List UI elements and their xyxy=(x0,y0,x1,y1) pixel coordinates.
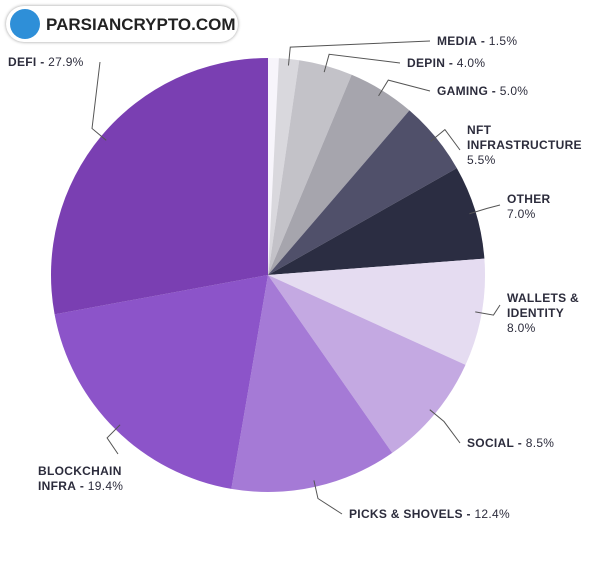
category-label: NFT INFRASTRUCTURE xyxy=(467,123,582,152)
category-label: SOCIAL xyxy=(467,436,515,450)
leader-line xyxy=(378,79,431,97)
slice-label: DEPIN - 4.0% xyxy=(407,56,485,71)
separator: - xyxy=(79,479,85,493)
separator: - xyxy=(491,84,497,98)
slice-label: WALLETS & IDENTITY 8.0% xyxy=(507,291,587,336)
slice-label: NFT INFRASTRUCTURE 5.5% xyxy=(467,123,587,168)
separator: - xyxy=(448,56,454,70)
value-label: 27.9% xyxy=(48,55,84,69)
value-label: 8.0% xyxy=(507,321,536,335)
pie-slice xyxy=(54,275,268,489)
slice-label: DEFI - 27.9% xyxy=(8,55,84,70)
slice-label: SOCIAL - 8.5% xyxy=(467,436,554,451)
slice-label: MEDIA - 1.5% xyxy=(437,34,517,49)
leader-line xyxy=(287,40,431,66)
slice-label: GAMING - 5.0% xyxy=(437,84,528,99)
category-label: WALLETS & IDENTITY xyxy=(507,291,580,320)
value-label: 19.4% xyxy=(87,479,124,493)
leader-line xyxy=(106,424,121,455)
separator: - xyxy=(517,436,523,450)
category-label: GAMING xyxy=(437,84,489,98)
category-label: BLOCKCHAIN INFRA xyxy=(38,464,122,493)
pie-slice xyxy=(268,110,457,276)
leader-line xyxy=(475,304,501,316)
slice-label: OTHER 7.0% xyxy=(507,192,551,222)
pie-slice xyxy=(268,74,410,275)
pie-slice xyxy=(268,275,466,453)
pie-slice xyxy=(268,258,485,365)
pie-slice xyxy=(50,58,268,315)
leader-line xyxy=(91,61,107,141)
value-label: 5.0% xyxy=(499,84,529,98)
logo: PARSIANCRYPTO.COM xyxy=(6,6,238,42)
value-label: 4.0% xyxy=(456,56,486,70)
leader-line xyxy=(323,53,401,73)
slice-label: BLOCKCHAIN INFRA - 19.4% xyxy=(38,464,148,494)
pie-slice xyxy=(268,168,485,275)
category-label: OTHER xyxy=(507,192,551,206)
value-label: 8.5% xyxy=(525,436,555,450)
pie-slice xyxy=(231,275,393,492)
value-label: 1.5% xyxy=(488,34,518,48)
leader-line xyxy=(469,204,501,215)
value-label: 7.0% xyxy=(507,207,536,221)
logo-icon xyxy=(10,9,40,39)
value-label: 5.5% xyxy=(467,153,496,167)
value-label: 12.4% xyxy=(474,507,510,521)
separator: - xyxy=(466,507,471,521)
slice-label: PICKS & SHOVELS - 12.4% xyxy=(349,507,510,522)
separator: - xyxy=(40,55,45,69)
pie-slice xyxy=(268,60,352,276)
leader-line xyxy=(429,409,461,444)
leader-line xyxy=(430,128,461,151)
category-label: DEFI xyxy=(8,55,37,69)
category-label: DEPIN xyxy=(407,56,446,70)
pie-slice xyxy=(268,58,300,276)
category-label: PICKS & SHOVELS xyxy=(349,507,463,521)
category-label: MEDIA xyxy=(437,34,478,48)
watermark: PARSIANCRYPTO.COM xyxy=(46,15,236,34)
leader-line xyxy=(313,480,343,515)
separator: - xyxy=(480,34,486,48)
